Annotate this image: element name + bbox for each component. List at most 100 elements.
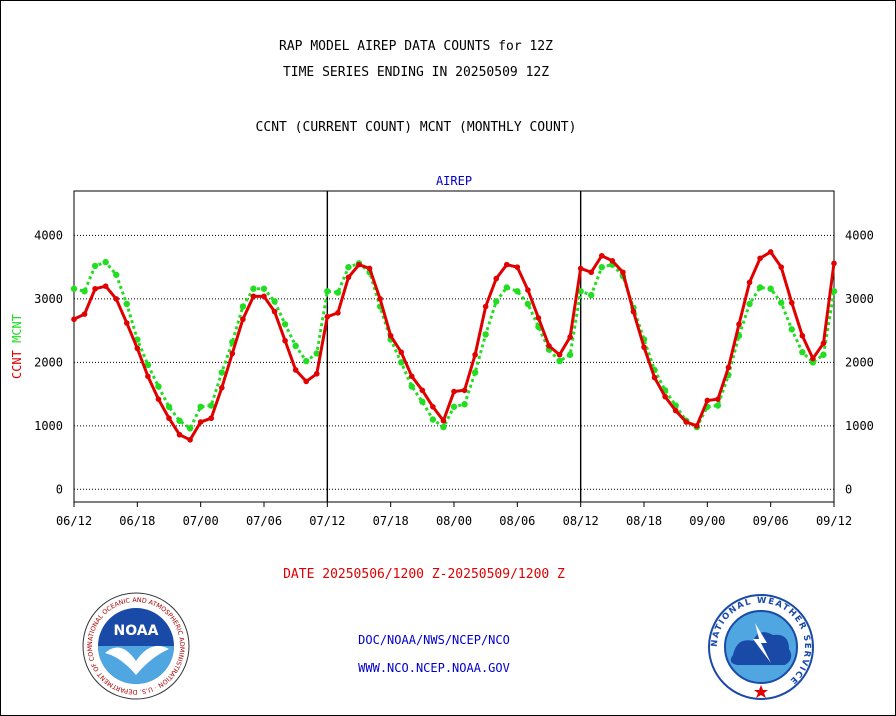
data-point-ccnt: [408, 373, 415, 380]
x-tick-label: 08/12: [563, 514, 599, 528]
data-point-ccnt: [788, 299, 795, 306]
data-point-ccnt: [535, 315, 542, 321]
data-point-ccnt: [377, 296, 383, 302]
data-point-mcnt: [419, 398, 426, 405]
x-tick-label: 09/00: [689, 514, 725, 528]
data-point-ccnt: [672, 407, 679, 414]
data-point-ccnt: [651, 374, 658, 381]
data-point-ccnt: [767, 249, 774, 255]
data-point-mcnt: [588, 291, 595, 299]
data-point-ccnt: [208, 415, 215, 422]
data-point-ccnt: [197, 419, 204, 425]
data-point-ccnt: [546, 343, 552, 349]
data-point-mcnt: [303, 357, 310, 365]
y-tick-label-left: 3000: [34, 292, 63, 306]
x-tick-label: 06/12: [56, 514, 92, 528]
data-point-mcnt: [577, 288, 584, 295]
data-point-mcnt: [503, 284, 510, 291]
data-point-mcnt: [155, 383, 162, 390]
x-tick-label: 08/18: [626, 514, 662, 528]
x-tick-label: 06/18: [119, 514, 155, 528]
data-point-ccnt: [345, 274, 352, 281]
data-point-ccnt: [736, 321, 742, 328]
data-point-ccnt: [282, 337, 288, 344]
x-tick-label: 08/06: [499, 514, 535, 528]
chart-legend-description: CCNT (CURRENT COUNT) MCNT (MONTHLY COUNT…: [255, 120, 577, 135]
data-point-mcnt: [461, 401, 468, 408]
data-point-mcnt: [429, 416, 437, 423]
y-tick-label-left: 2000: [34, 355, 63, 369]
y-axis-label-ccnt: CCNT: [10, 343, 24, 379]
data-point-mcnt: [324, 288, 331, 295]
data-point-mcnt: [260, 285, 268, 292]
x-tick-label: 07/00: [183, 514, 219, 528]
data-point-ccnt: [746, 279, 753, 286]
data-point-mcnt: [450, 403, 458, 410]
data-point-ccnt: [493, 275, 500, 282]
data-point-mcnt: [313, 350, 320, 357]
org-path-label: DOC/NOAA/NWS/NCEP/NCO: [358, 633, 510, 647]
data-point-ccnt: [810, 355, 816, 362]
data-point-mcnt: [281, 321, 289, 328]
data-point-ccnt: [757, 255, 763, 262]
data-point-ccnt: [229, 350, 236, 357]
data-point-ccnt: [356, 261, 362, 268]
y-axis-label: CCNT MCNT: [10, 314, 24, 379]
data-point-mcnt: [165, 403, 173, 410]
chart-title-line-2: TIME SERIES ENDING IN 20250509 12Z: [282, 65, 550, 80]
data-point-mcnt: [292, 342, 299, 350]
data-point-ccnt: [472, 351, 478, 358]
star-icon: [754, 685, 768, 698]
date-range-label: DATE 20250506/1200 Z-20250509/1200 Z: [283, 567, 565, 582]
data-point-mcnt: [493, 298, 500, 305]
data-point-mcnt: [778, 299, 785, 306]
data-point-ccnt: [292, 367, 299, 373]
data-point-ccnt: [250, 293, 257, 300]
data-point-mcnt: [81, 288, 88, 295]
website-link[interactable]: WWW.NCO.NCEP.NOAA.GOV: [358, 661, 510, 675]
data-point-ccnt: [240, 316, 246, 323]
data-point-ccnt: [123, 320, 130, 326]
data-point-ccnt: [482, 303, 489, 310]
data-point-ccnt: [693, 423, 700, 429]
data-point-ccnt: [503, 261, 510, 268]
data-point-ccnt: [820, 340, 827, 347]
data-point-ccnt: [662, 393, 668, 400]
data-point-mcnt: [218, 369, 225, 376]
data-point-ccnt: [725, 364, 732, 371]
data-point-ccnt: [598, 252, 605, 259]
data-point-mcnt: [482, 331, 489, 338]
y-tick-label-right: 4000: [845, 228, 874, 242]
data-point-ccnt: [609, 258, 616, 264]
data-point-mcnt: [440, 423, 447, 431]
data-point-mcnt: [767, 285, 774, 292]
data-point-mcnt: [186, 425, 194, 432]
x-tick-label: 09/06: [753, 514, 789, 528]
data-point-ccnt: [683, 419, 690, 425]
data-point-mcnt: [70, 285, 78, 292]
data-point-mcnt: [471, 369, 479, 376]
data-point-ccnt: [271, 308, 278, 315]
data-point-ccnt: [335, 310, 341, 316]
data-point-ccnt: [778, 264, 785, 270]
data-point-mcnt: [102, 258, 109, 266]
data-point-ccnt: [166, 415, 172, 422]
data-point-mcnt: [714, 402, 722, 409]
data-point-ccnt: [556, 351, 563, 358]
data-point-mcnt: [144, 361, 152, 369]
data-point-mcnt: [598, 263, 605, 271]
data-point-ccnt: [261, 293, 267, 300]
data-point-mcnt: [408, 383, 415, 390]
data-point-ccnt: [641, 344, 647, 350]
data-point-mcnt: [524, 300, 532, 308]
noaa-logo-text: NOAA: [114, 623, 159, 639]
y-tick-label-left: 1000: [34, 419, 63, 433]
data-point-mcnt: [271, 298, 278, 305]
data-point-ccnt: [71, 316, 77, 323]
data-point-ccnt: [620, 269, 626, 276]
x-tick-label: 07/18: [373, 514, 409, 528]
data-point-mcnt: [113, 271, 120, 278]
y-axis-label-mcnt: MCNT: [10, 314, 24, 343]
x-tick-label: 07/12: [309, 514, 345, 528]
